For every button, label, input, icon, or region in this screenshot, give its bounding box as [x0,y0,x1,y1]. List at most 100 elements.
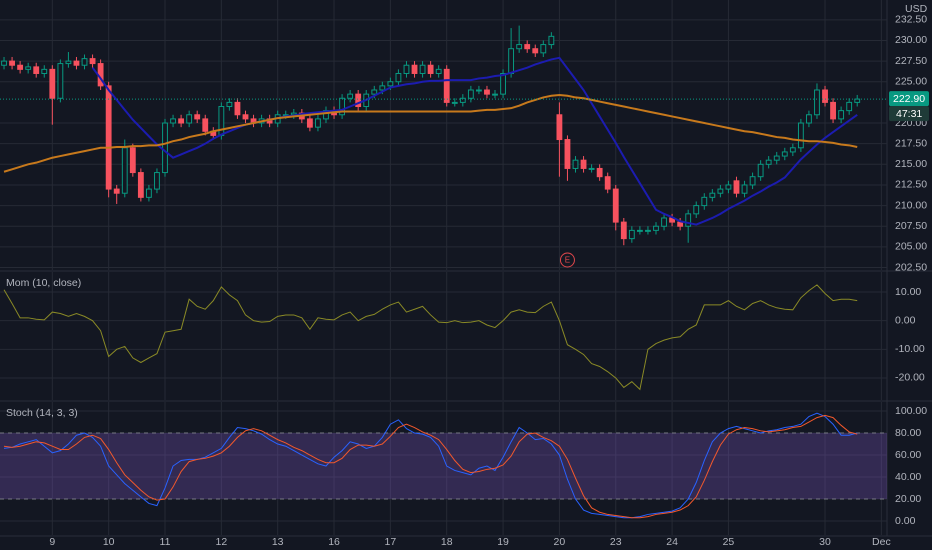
candle-body [427,64,434,74]
candle-body [830,101,836,120]
candle-body [178,118,185,124]
x-tick-label: 25 [723,536,735,548]
x-tick-label: 20 [554,536,566,548]
candle-body [218,106,225,136]
series-line [3,412,858,519]
candle-body [516,44,523,50]
candle-body [580,159,587,169]
y-tick-label: 212.50 [895,179,927,191]
candle-body [234,101,241,116]
candle-body [105,85,112,190]
candle-body [612,188,619,223]
candle-body [709,192,716,198]
x-tick-label: 16 [328,536,340,548]
y-tick-label: 60.00 [895,449,921,461]
candle-body [717,188,724,194]
candle-body [435,68,442,74]
candle-body [757,163,764,178]
candle-body [564,139,571,169]
candle-body [765,159,772,165]
candle-body [89,58,96,65]
candle-body [741,184,748,194]
candle-body [628,229,635,240]
candle-body [186,114,193,124]
x-tick-label: 24 [666,536,678,548]
y-tick-label: 100.00 [895,405,927,417]
candle-body [685,213,692,227]
candle-body [57,63,64,99]
event-label: E [565,256,570,265]
candle-body [73,60,80,66]
last-price-tag [889,91,929,107]
candle-body [484,89,490,95]
candle-body [556,114,563,141]
candle-body [113,188,120,194]
y-tick-label: 232.50 [895,14,927,26]
candle-body [548,35,555,46]
y-tick-label: 210.00 [895,199,927,211]
candle-body [789,147,796,153]
candle-body [846,101,853,112]
candle-body [806,114,812,124]
y-tick-label: 20.00 [895,493,921,505]
candle-body [306,118,313,128]
candle-body [9,60,15,66]
candle-body [25,66,32,70]
candle-body [653,225,659,231]
candle-body [814,89,820,116]
candle-body [17,64,24,70]
candle-body [347,93,354,99]
candle-body [411,64,418,74]
y-tick-label: 80.00 [895,427,921,439]
candle-body [797,122,804,149]
y-tick-label: 0.00 [895,515,916,527]
x-tick-label: 10 [103,536,115,548]
candle-body [443,68,450,103]
candle-body [532,48,539,54]
y-tick-label: 225.00 [895,76,927,88]
candle-body [41,68,48,74]
candle-body [162,122,168,174]
y-tick-label: 10.00 [895,286,921,298]
y-tick-label: 207.50 [895,220,927,232]
candle-body [822,89,828,103]
candle-body [620,221,627,240]
series-line [3,93,858,173]
x-tick-label: 23 [610,536,622,548]
pane-title: Stoch (14, 3, 3) [6,407,78,419]
candle-body [459,97,466,103]
x-tick-label: 12 [216,536,228,548]
candle-body [154,172,160,190]
series-line [91,56,858,226]
candle-body [524,44,531,50]
candle-body [33,66,40,74]
candle-body [588,167,595,170]
candle-body [773,155,780,161]
candle-body [355,93,362,108]
y-tick-label: 205.00 [895,241,927,253]
candle-body [838,110,845,120]
series-line [3,284,858,391]
candle-body [315,118,321,128]
y-tick-label: 227.50 [895,55,927,67]
candle-body [733,180,740,194]
currency-label: USD [905,3,928,15]
band [0,433,887,500]
candle-body [395,72,402,83]
candle-body [725,184,732,190]
candle-body [645,229,651,232]
candle-body [65,60,72,65]
y-tick-label: 215.00 [895,158,927,170]
candle-body [1,60,7,66]
candle-body [121,147,128,194]
candle-body [572,159,579,169]
x-tick-label: 30 [819,536,831,548]
candle-body [170,118,176,124]
x-tick-label: 18 [441,536,453,548]
x-tick-label: 13 [272,536,284,548]
countdown-tag [889,106,929,122]
y-tick-label: 40.00 [895,471,921,483]
candle-body [49,68,56,99]
candle-body [194,114,201,120]
